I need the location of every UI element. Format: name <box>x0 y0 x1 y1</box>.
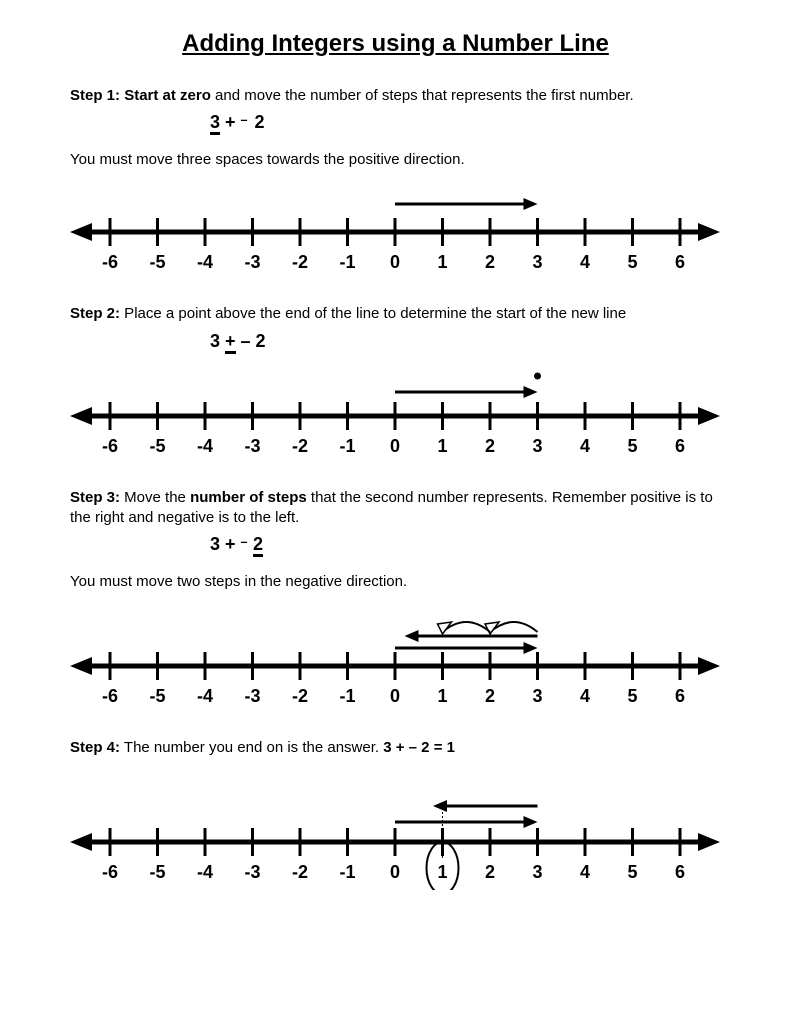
numberline-4: -6 -5 -4 -3 -2 -1 0 1 2 3 4 5 6 <box>70 770 721 890</box>
expr1-second: 2 <box>250 112 265 132</box>
svg-text:-1: -1 <box>339 252 355 272</box>
step3-text: Step 3: Move the number of steps that th… <box>70 488 721 529</box>
expr1-op: + <box>220 112 241 132</box>
svg-text:2: 2 <box>485 686 495 706</box>
svg-text:2: 2 <box>485 862 495 882</box>
numberline-1-svg: -6 -5 -4 -3 -2 -1 0 1 2 3 4 5 6 <box>70 178 720 278</box>
svg-text:0: 0 <box>390 862 400 882</box>
expr2-first: 3 <box>210 331 225 351</box>
svg-text:4: 4 <box>580 686 590 706</box>
expr3-second: 2 <box>253 534 263 557</box>
expr2-op: + <box>225 331 236 354</box>
step4-rest: The number you end on is the answer. <box>120 739 383 756</box>
svg-text:-6: -6 <box>102 436 118 456</box>
svg-text:0: 0 <box>390 686 400 706</box>
svg-text:1: 1 <box>437 686 447 706</box>
expr1-first: 3 <box>210 112 220 135</box>
expr2-second: 2 <box>256 331 266 351</box>
step1-text: Step 1: Start at zero and move the numbe… <box>70 86 721 106</box>
svg-text:4: 4 <box>580 862 590 882</box>
svg-text:0: 0 <box>390 436 400 456</box>
numberline-3-svg: -6 -5 -4 -3 -2 -1 0 1 2 3 4 5 6 <box>70 600 720 712</box>
svg-text:-5: -5 <box>149 436 165 456</box>
step4-text: Step 4: The number you end on is the ans… <box>70 738 721 758</box>
numberline-2: -6 -5 -4 -3 -2 -1 0 1 2 3 4 5 6 <box>70 362 721 462</box>
numberline-1: -6 -5 -4 -3 -2 -1 0 1 2 3 4 5 6 <box>70 178 721 278</box>
step1-expression: 3 + – 2 <box>70 112 721 133</box>
step3-bold-mid: number of steps <box>190 489 307 506</box>
svg-text:-2: -2 <box>292 436 308 456</box>
numberline-2-svg: -6 -5 -4 -3 -2 -1 0 1 2 3 4 5 6 <box>70 362 720 462</box>
svg-text:-2: -2 <box>292 252 308 272</box>
svg-text:6: 6 <box>675 436 685 456</box>
numberline-4-svg: -6 -5 -4 -3 -2 -1 0 1 2 3 4 5 6 <box>70 770 720 890</box>
svg-text:6: 6 <box>675 862 685 882</box>
step1-label: Step 1: <box>70 87 120 104</box>
svg-text:-5: -5 <box>149 862 165 882</box>
step2-label: Step 2: <box>70 305 120 322</box>
expr1-neg: – <box>241 113 248 127</box>
svg-text:1: 1 <box>437 252 447 272</box>
svg-text:-3: -3 <box>244 862 260 882</box>
svg-text:6: 6 <box>675 686 685 706</box>
svg-text:6: 6 <box>675 252 685 272</box>
svg-text:5: 5 <box>627 252 637 272</box>
page-title: Adding Integers using a Number Line <box>70 30 721 58</box>
svg-text:-6: -6 <box>102 862 118 882</box>
step1-rest: and move the number of steps that repres… <box>211 87 634 104</box>
svg-text:-4: -4 <box>197 252 213 272</box>
svg-text:-6: -6 <box>102 686 118 706</box>
svg-text:3: 3 <box>532 252 542 272</box>
svg-text:5: 5 <box>627 686 637 706</box>
step2-expression: 3 + – 2 <box>70 331 721 352</box>
numberline-3: -6 -5 -4 -3 -2 -1 0 1 2 3 4 5 6 <box>70 600 721 712</box>
svg-text:2: 2 <box>485 436 495 456</box>
svg-text:-2: -2 <box>292 862 308 882</box>
expr3-neg: – <box>241 535 252 549</box>
svg-text:2: 2 <box>485 252 495 272</box>
svg-text:-1: -1 <box>339 686 355 706</box>
svg-text:-2: -2 <box>292 686 308 706</box>
svg-text:3: 3 <box>532 436 542 456</box>
svg-text:4: 4 <box>580 252 590 272</box>
svg-text:0: 0 <box>390 252 400 272</box>
svg-text:5: 5 <box>627 862 637 882</box>
svg-text:-4: -4 <box>197 686 213 706</box>
step2-rest: Place a point above the end of the line … <box>120 305 626 322</box>
expr2-neg: – <box>236 331 256 351</box>
svg-text:-1: -1 <box>339 436 355 456</box>
step1-followup: You must move three spaces towards the p… <box>70 151 721 168</box>
svg-text:-6: -6 <box>102 252 118 272</box>
step4-expr: 3 + – 2 = 1 <box>383 739 455 756</box>
step3-followup: You must move two steps in the negative … <box>70 573 721 590</box>
svg-text:1: 1 <box>437 862 447 882</box>
step3-label: Step 3: <box>70 489 120 506</box>
svg-text:3: 3 <box>532 862 542 882</box>
step3-expression: 3 + – 2 <box>70 534 721 555</box>
svg-text:3: 3 <box>532 686 542 706</box>
svg-text:-5: -5 <box>149 686 165 706</box>
step2-text: Step 2: Place a point above the end of t… <box>70 304 721 324</box>
svg-text:-3: -3 <box>244 252 260 272</box>
svg-text:-3: -3 <box>244 686 260 706</box>
svg-text:-3: -3 <box>244 436 260 456</box>
step1-bold-lead: Start at zero <box>124 87 211 104</box>
svg-text:4: 4 <box>580 436 590 456</box>
svg-text:-5: -5 <box>149 252 165 272</box>
svg-text:5: 5 <box>627 436 637 456</box>
svg-text:1: 1 <box>437 436 447 456</box>
svg-text:-4: -4 <box>197 436 213 456</box>
step3-rest-a: Move the <box>120 489 190 506</box>
svg-text:-4: -4 <box>197 862 213 882</box>
svg-text:-1: -1 <box>339 862 355 882</box>
expr3-first: 3 + <box>210 534 241 554</box>
step4-label: Step 4: <box>70 739 120 756</box>
